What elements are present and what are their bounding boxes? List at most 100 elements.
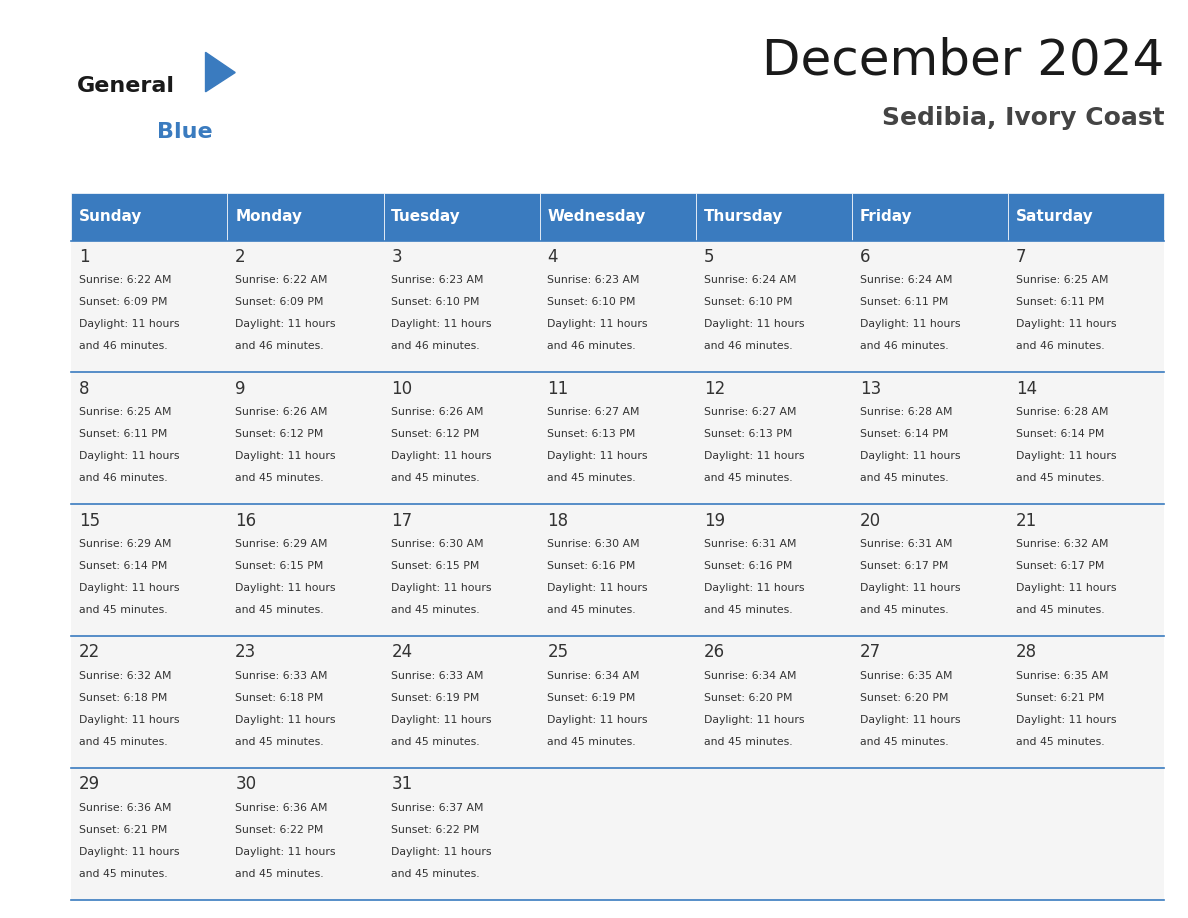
Text: Daylight: 11 hours: Daylight: 11 hours (548, 715, 647, 725)
Text: Daylight: 11 hours: Daylight: 11 hours (1016, 319, 1117, 330)
Text: Sunset: 6:20 PM: Sunset: 6:20 PM (860, 693, 948, 703)
Text: Sunrise: 6:33 AM: Sunrise: 6:33 AM (235, 671, 328, 681)
Text: 11: 11 (548, 380, 569, 397)
Bar (71, 636, 227, 767)
Text: 19: 19 (703, 511, 725, 530)
Bar (71, 504, 227, 636)
Text: Daylight: 11 hours: Daylight: 11 hours (548, 319, 647, 330)
Text: 14: 14 (1016, 380, 1037, 397)
Text: 15: 15 (80, 511, 100, 530)
Text: 29: 29 (80, 775, 100, 793)
Text: Sunrise: 6:26 AM: Sunrise: 6:26 AM (235, 408, 328, 417)
Text: Sunrise: 6:31 AM: Sunrise: 6:31 AM (860, 539, 953, 549)
Bar (852, 504, 1009, 636)
Bar (384, 193, 539, 241)
Text: Sunrise: 6:29 AM: Sunrise: 6:29 AM (235, 539, 328, 549)
Text: December 2024: December 2024 (762, 37, 1164, 84)
Bar (539, 767, 696, 900)
Text: Sunrise: 6:34 AM: Sunrise: 6:34 AM (703, 671, 796, 681)
Text: and 45 minutes.: and 45 minutes. (1016, 737, 1105, 747)
Text: Daylight: 11 hours: Daylight: 11 hours (703, 452, 804, 461)
Text: and 46 minutes.: and 46 minutes. (80, 341, 168, 352)
Text: Sunrise: 6:27 AM: Sunrise: 6:27 AM (703, 408, 796, 417)
Text: Thursday: Thursday (703, 209, 783, 224)
Text: Sunrise: 6:22 AM: Sunrise: 6:22 AM (235, 275, 328, 285)
Text: 4: 4 (548, 248, 558, 266)
Text: Sunrise: 6:27 AM: Sunrise: 6:27 AM (548, 408, 640, 417)
Bar (71, 193, 227, 241)
Text: Sunset: 6:10 PM: Sunset: 6:10 PM (391, 297, 480, 308)
Bar (539, 193, 696, 241)
Text: Sunset: 6:17 PM: Sunset: 6:17 PM (860, 561, 948, 571)
Bar (696, 767, 852, 900)
Text: Sunrise: 6:23 AM: Sunrise: 6:23 AM (391, 275, 484, 285)
Text: Sunset: 6:19 PM: Sunset: 6:19 PM (548, 693, 636, 703)
Text: Sunrise: 6:28 AM: Sunrise: 6:28 AM (860, 408, 953, 417)
Text: Daylight: 11 hours: Daylight: 11 hours (703, 319, 804, 330)
Bar (1009, 636, 1164, 767)
Text: Sunset: 6:21 PM: Sunset: 6:21 PM (1016, 693, 1105, 703)
Text: Tuesday: Tuesday (391, 209, 461, 224)
Bar (852, 193, 1009, 241)
Text: Daylight: 11 hours: Daylight: 11 hours (1016, 715, 1117, 725)
Bar (696, 504, 852, 636)
Bar (384, 636, 539, 767)
Text: Sunrise: 6:29 AM: Sunrise: 6:29 AM (80, 539, 171, 549)
Text: Sunset: 6:16 PM: Sunset: 6:16 PM (548, 561, 636, 571)
Text: and 45 minutes.: and 45 minutes. (235, 474, 324, 483)
Text: Daylight: 11 hours: Daylight: 11 hours (860, 715, 960, 725)
Text: Sunrise: 6:30 AM: Sunrise: 6:30 AM (548, 539, 640, 549)
Bar (539, 373, 696, 504)
Text: Daylight: 11 hours: Daylight: 11 hours (391, 583, 492, 593)
Text: Daylight: 11 hours: Daylight: 11 hours (391, 319, 492, 330)
Text: 10: 10 (391, 380, 412, 397)
Text: and 46 minutes.: and 46 minutes. (1016, 341, 1105, 352)
Text: and 45 minutes.: and 45 minutes. (703, 605, 792, 615)
Bar (227, 373, 384, 504)
Text: 7: 7 (1016, 248, 1026, 266)
Text: 21: 21 (1016, 511, 1037, 530)
Bar (227, 767, 384, 900)
Text: Daylight: 11 hours: Daylight: 11 hours (235, 715, 336, 725)
Text: Friday: Friday (860, 209, 912, 224)
Text: Sunrise: 6:37 AM: Sunrise: 6:37 AM (391, 802, 484, 812)
Text: Sunrise: 6:25 AM: Sunrise: 6:25 AM (80, 408, 171, 417)
Text: Sedibia, Ivory Coast: Sedibia, Ivory Coast (881, 106, 1164, 129)
Text: 12: 12 (703, 380, 725, 397)
Text: and 45 minutes.: and 45 minutes. (860, 474, 948, 483)
Text: Saturday: Saturday (1016, 209, 1094, 224)
Text: 22: 22 (80, 644, 100, 661)
Text: Sunset: 6:09 PM: Sunset: 6:09 PM (235, 297, 323, 308)
Text: 26: 26 (703, 644, 725, 661)
Text: Sunset: 6:14 PM: Sunset: 6:14 PM (1016, 430, 1105, 439)
Text: Sunset: 6:13 PM: Sunset: 6:13 PM (548, 430, 636, 439)
Text: Daylight: 11 hours: Daylight: 11 hours (80, 452, 179, 461)
Text: Daylight: 11 hours: Daylight: 11 hours (703, 715, 804, 725)
Bar (227, 504, 384, 636)
Bar (852, 373, 1009, 504)
Text: 24: 24 (391, 644, 412, 661)
Text: 30: 30 (235, 775, 257, 793)
Bar (384, 373, 539, 504)
Text: Sunset: 6:12 PM: Sunset: 6:12 PM (391, 430, 480, 439)
Text: 2: 2 (235, 248, 246, 266)
Text: and 45 minutes.: and 45 minutes. (860, 737, 948, 747)
Bar (852, 636, 1009, 767)
Text: Sunrise: 6:26 AM: Sunrise: 6:26 AM (391, 408, 484, 417)
Text: Sunset: 6:15 PM: Sunset: 6:15 PM (235, 561, 323, 571)
Text: Daylight: 11 hours: Daylight: 11 hours (235, 319, 336, 330)
Text: Sunrise: 6:28 AM: Sunrise: 6:28 AM (1016, 408, 1108, 417)
Text: Sunset: 6:21 PM: Sunset: 6:21 PM (80, 824, 168, 834)
Text: Sunrise: 6:25 AM: Sunrise: 6:25 AM (1016, 275, 1108, 285)
Bar (227, 193, 384, 241)
Text: 25: 25 (548, 644, 569, 661)
Text: Monday: Monday (235, 209, 302, 224)
Text: Sunrise: 6:36 AM: Sunrise: 6:36 AM (235, 802, 328, 812)
Text: and 45 minutes.: and 45 minutes. (860, 605, 948, 615)
Text: Daylight: 11 hours: Daylight: 11 hours (1016, 583, 1117, 593)
Text: Sunset: 6:20 PM: Sunset: 6:20 PM (703, 693, 792, 703)
Text: Sunset: 6:17 PM: Sunset: 6:17 PM (1016, 561, 1105, 571)
Text: Daylight: 11 hours: Daylight: 11 hours (1016, 452, 1117, 461)
Bar (1009, 767, 1164, 900)
Text: and 45 minutes.: and 45 minutes. (80, 737, 168, 747)
